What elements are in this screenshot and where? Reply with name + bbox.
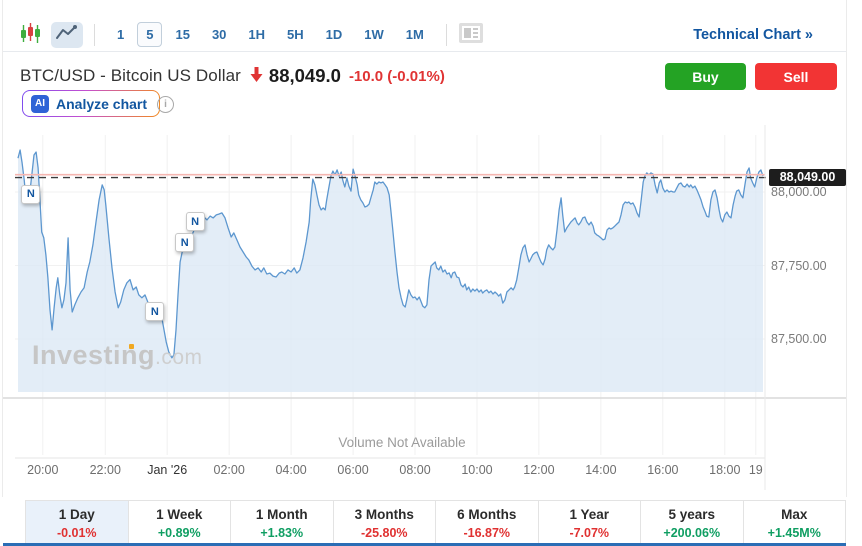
volume-not-available-text: Volume Not Available (338, 435, 466, 450)
interval-5[interactable]: 5 (137, 22, 163, 47)
x-axis-tick: 12:00 (523, 463, 555, 477)
interval-1d[interactable]: 1D (317, 22, 352, 47)
interval-1h[interactable]: 1H (239, 22, 274, 47)
tab-1-week[interactable]: 1 Week +0.89% (128, 501, 231, 543)
tab-label: 1 Week (156, 507, 203, 522)
toolbar-divider (94, 23, 95, 46)
tab-1-month[interactable]: 1 Month +1.83% (231, 501, 334, 543)
interval-30[interactable]: 30 (203, 22, 235, 47)
x-axis-tick: 19 (748, 463, 763, 477)
investing-watermark: Investing.com (32, 340, 203, 370)
tab-percent: -16.87% (463, 526, 511, 540)
tab-label: 6 Months (457, 507, 517, 522)
chart-toolbar: 1 5 15 30 1H 5H 1D 1W 1M Technical Chart » (3, 18, 846, 52)
analyze-chart-label: Analyze chart (56, 95, 148, 112)
technical-chart-link[interactable]: Technical Chart » (693, 26, 813, 43)
news-marker[interactable]: N (21, 184, 41, 204)
tab-3-months[interactable]: 3 Months -25.80% (333, 501, 436, 543)
last-price: 88,049.0 (268, 65, 341, 86)
last-price-axis-tag: 88,049.00 (769, 169, 846, 186)
tab-1-year[interactable]: 1 Year -7.07% (538, 501, 641, 543)
card-right-border (846, 0, 847, 497)
line-chart-button[interactable] (51, 21, 83, 48)
card-left-border (2, 0, 3, 497)
x-axis-tick: 18:00 (709, 463, 741, 477)
tab-percent: -7.07% (569, 526, 610, 540)
interval-5h[interactable]: 5H (278, 22, 313, 47)
x-axis-tick: 04:00 (275, 463, 307, 477)
news-layout-icon (458, 22, 484, 47)
y-axis-tick: 88,000.00 (771, 185, 827, 199)
bottom-accent-bar (3, 543, 846, 546)
timeframe-performance-tabs: 1 Day -0.01% 1 Week +0.89% 1 Month +1.83% 3 Mo… (25, 500, 846, 543)
candlestick-icon (20, 22, 41, 48)
x-axis-tick: Jan '26 (147, 463, 188, 477)
interval-1w[interactable]: 1W (355, 22, 393, 47)
watermark-orange-dot (129, 344, 134, 349)
interval-group: 1 5 15 30 1H 5H 1D 1W 1M (106, 22, 435, 47)
line-chart-icon (55, 24, 79, 45)
x-axis-tick: 08:00 (399, 463, 431, 477)
x-axis-tick: 20:00 (27, 463, 59, 477)
price-change: -10.0 (-0.01%) (348, 67, 445, 85)
x-axis-tick: 02:00 (213, 463, 245, 477)
tab-6-months[interactable]: 6 Months -16.87% (436, 501, 539, 543)
news-marker[interactable]: N (185, 212, 205, 232)
tab-label: Max (781, 507, 808, 522)
x-axis-tick: 06:00 (337, 463, 369, 477)
x-axis-tick: 22:00 (89, 463, 121, 477)
tab-label: 1 Day (58, 507, 95, 522)
candlestick-chart-button[interactable] (20, 22, 41, 48)
tab-percent: +200.06% (663, 526, 721, 540)
price-down-arrow-icon (250, 67, 263, 87)
ai-analyze-chart-button[interactable]: AI Analyze chart (22, 90, 160, 117)
news-marker[interactable]: N (145, 302, 165, 322)
tab-percent: -25.80% (360, 526, 408, 540)
tab-percent: +1.45M% (767, 526, 821, 540)
tab-5-years[interactable]: 5 years +200.06% (641, 501, 744, 543)
instrument-header: BTC/USD - Bitcoin US Dollar 88,049.0 -10… (20, 61, 445, 91)
sell-button[interactable]: Sell (755, 63, 837, 90)
tab-percent: +1.83% (260, 526, 304, 540)
interval-1m[interactable]: 1M (397, 22, 433, 47)
news-marker[interactable]: N (175, 233, 195, 253)
buy-button[interactable]: Buy (665, 63, 746, 90)
tab-label: 1 Year (569, 507, 610, 522)
toolbar-divider (445, 23, 447, 46)
page-title: BTC/USD - Bitcoin US Dollar (20, 66, 241, 85)
interval-15[interactable]: 15 (166, 22, 198, 47)
x-axis-tick: 10:00 (461, 463, 493, 477)
info-icon[interactable]: i (157, 96, 174, 113)
tab-label: 5 years (668, 507, 716, 522)
y-axis-tick: 87,500.00 (771, 332, 827, 346)
tab-percent: +0.89% (157, 526, 201, 540)
tab-label: 3 Months (354, 507, 414, 522)
news-events-button[interactable] (458, 22, 484, 47)
tab-max[interactable]: Max +1.45M% (743, 501, 846, 543)
x-axis-tick: 14:00 (585, 463, 617, 477)
tab-label: 1 Month (255, 507, 308, 522)
y-axis-tick: 87,750.00 (771, 258, 827, 273)
tab-1-day[interactable]: 1 Day -0.01% (26, 501, 129, 543)
ai-badge-icon: AI (31, 94, 49, 113)
tab-percent: -0.01% (56, 526, 97, 540)
interval-1[interactable]: 1 (108, 22, 133, 47)
x-axis-tick: 16:00 (647, 463, 679, 477)
